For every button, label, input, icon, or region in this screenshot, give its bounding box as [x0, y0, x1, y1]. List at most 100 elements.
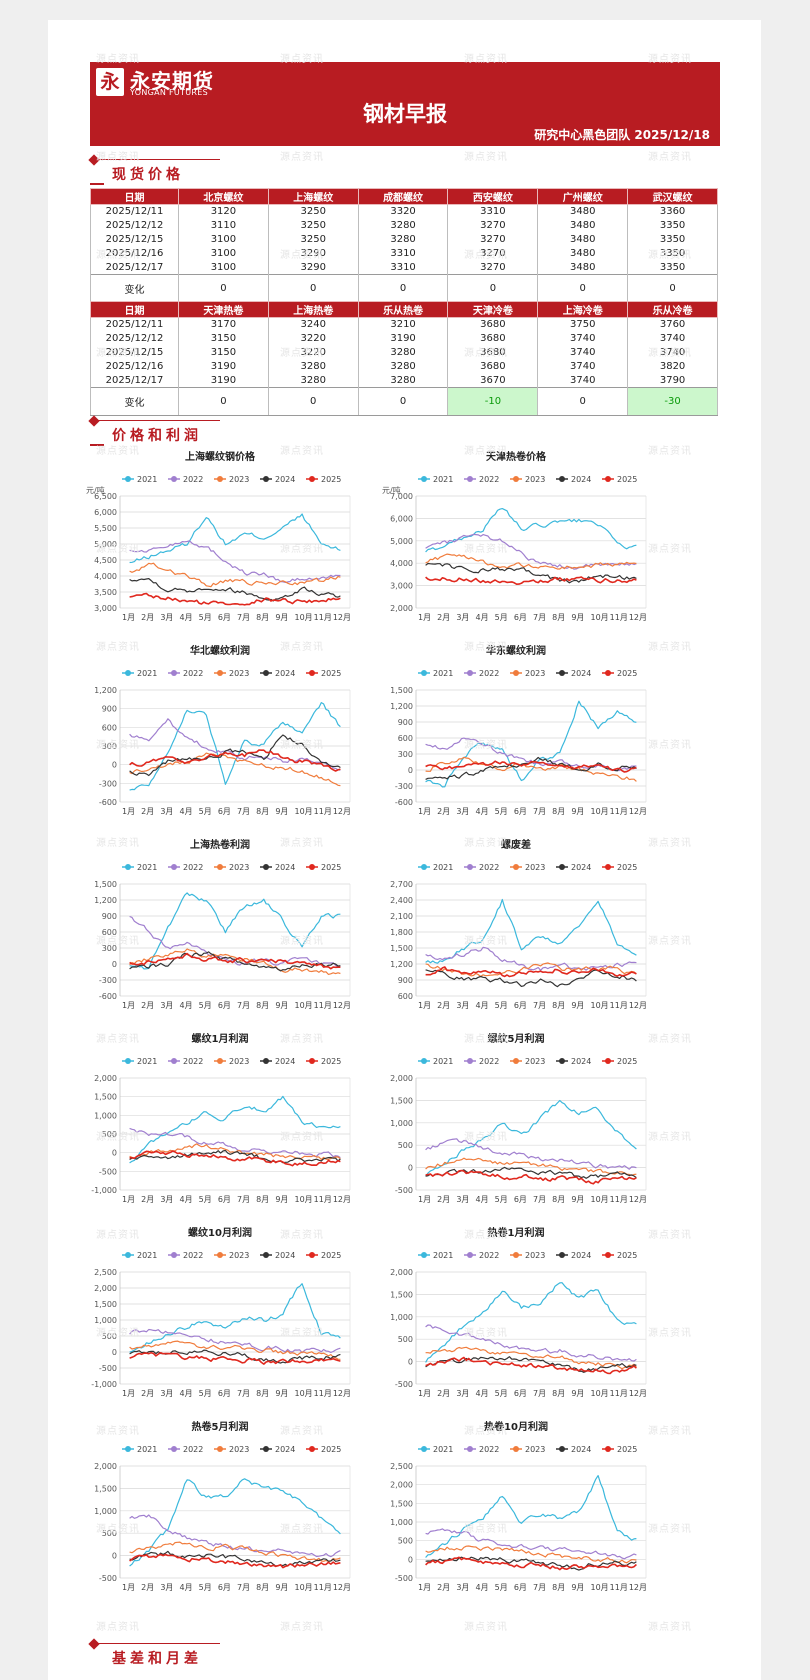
x-tick-label: 8月	[552, 1389, 565, 1398]
price-cell: 3270	[447, 218, 539, 233]
report-page: 永 永安期货 YONGAN FUTURES 钢材早报 研究中心黑色团队 2025…	[48, 20, 761, 1680]
legend-item: 2021	[122, 669, 157, 678]
y-tick-label: 2,000	[390, 1074, 413, 1083]
legend-item: 2024	[260, 1251, 295, 1260]
series-line-2024	[425, 562, 637, 584]
x-tick-label: 10月	[295, 613, 313, 622]
x-tick-label: 8月	[552, 613, 565, 622]
x-tick-label: 7月	[237, 1389, 250, 1398]
x-tick-label: 6月	[514, 1001, 527, 1010]
y-tick-label: 0	[408, 1358, 413, 1367]
chart-title: 热卷5月利润	[192, 1420, 249, 1433]
x-tick-label: 10月	[591, 807, 609, 816]
x-tick-label: 8月	[552, 1583, 565, 1592]
y-tick-label: 1,500	[390, 1096, 413, 1105]
price-cell: 3480	[537, 218, 629, 233]
line-chart: 华北螺纹利润 2021 2022 2023 2024 2025 1,200 900 600 300…	[80, 642, 360, 832]
legend-item: 2023	[510, 1445, 545, 1454]
legend-label: 2025	[321, 863, 341, 872]
legend-label: 2022	[183, 1251, 203, 1260]
x-tick-label: 6月	[218, 1389, 231, 1398]
x-tick-label: 9月	[571, 1583, 584, 1592]
column-header: 成都螺纹	[357, 188, 449, 205]
y-tick-label: 6,500	[94, 492, 117, 501]
price-cell: 3740	[627, 345, 718, 360]
x-tick-label: 10月	[295, 1001, 313, 1010]
chart-svg: 螺废差 2021 2022 2023 2024 2025 2,700 2,400 2,100 1,…	[390, 838, 647, 1010]
series-line-2021	[129, 513, 341, 564]
legend-item: 2025	[306, 669, 341, 678]
price-cell: 3240	[267, 317, 359, 332]
legend-marker	[513, 1058, 519, 1064]
legend-marker	[263, 1446, 269, 1452]
chart-title: 螺纹10月利润	[188, 1226, 252, 1239]
price-cell: 3740	[537, 359, 629, 374]
legend-label: 2023	[229, 863, 249, 872]
price-cell: 3480	[537, 204, 629, 219]
legend-marker	[125, 1058, 131, 1064]
y-tick-label: -300	[99, 779, 117, 788]
x-tick-label: 10月	[591, 1389, 609, 1398]
x-tick-label: 6月	[218, 1001, 231, 1010]
x-tick-label: 4月	[476, 1001, 489, 1010]
price-cell: 3310	[357, 260, 449, 275]
legend-item: 2023	[214, 475, 249, 484]
y-tick-label: 2,000	[390, 604, 413, 613]
legend-item: 2022	[464, 863, 499, 872]
x-tick-label: 9月	[571, 1389, 584, 1398]
x-tick-label: 11月	[314, 613, 332, 622]
section-underline	[90, 444, 104, 446]
change-label: 变化	[90, 387, 179, 416]
price-cell: 3210	[357, 317, 449, 332]
x-tick-label: 12月	[629, 1389, 647, 1398]
x-tick-label: 8月	[256, 1195, 269, 1204]
x-tick-label: 12月	[629, 1001, 647, 1010]
legend-marker	[605, 1058, 611, 1064]
column-header: 上海冷卷	[537, 301, 629, 318]
legend-marker	[125, 864, 131, 870]
price-cell: 3280	[357, 345, 449, 360]
legend-marker	[421, 1446, 427, 1452]
legend-marker	[263, 1058, 269, 1064]
coil-price-table: 日期 天津热卷 上海热卷 乐从热卷 天津冷卷 上海冷卷 乐从冷卷 2025/12/11 317…	[90, 301, 718, 416]
series-line-2021	[425, 700, 637, 788]
legend-marker	[217, 864, 223, 870]
price-cell: 3250	[267, 232, 359, 247]
x-tick-label: 10月	[295, 1583, 313, 1592]
x-tick-label: 5月	[199, 613, 212, 622]
change-label: 变化	[90, 274, 179, 303]
legend-label: 2023	[229, 669, 249, 678]
legend-item: 2022	[168, 475, 203, 484]
y-tick-label: -500	[99, 1167, 117, 1176]
x-tick-label: 3月	[160, 1389, 173, 1398]
legend-item: 2022	[464, 1057, 499, 1066]
x-tick-label: 5月	[199, 1583, 212, 1592]
legend-item: 2023	[510, 475, 545, 484]
x-tick-label: 12月	[333, 807, 351, 816]
chart-svg: 热卷5月利润 2021 2022 2023 2024 2025 2,000 1,500 1,00…	[94, 1420, 351, 1592]
legend-item: 2021	[418, 1445, 453, 1454]
price-cell: 3310	[357, 246, 449, 261]
y-tick-label: 5,000	[390, 537, 413, 546]
y-tick-label: 0	[408, 1555, 413, 1564]
legend-item: 2025	[602, 475, 637, 484]
date-cell: 2025/12/17	[90, 373, 179, 388]
chart-title: 上海螺纹钢价格	[185, 450, 256, 463]
x-tick-label: 11月	[314, 1583, 332, 1592]
x-tick-label: 3月	[456, 1389, 469, 1398]
legend-marker	[513, 476, 519, 482]
column-header: 乐从热卷	[357, 301, 449, 318]
y-tick-label: 900	[102, 912, 117, 921]
price-cell: 3740	[627, 331, 718, 346]
legend-marker	[559, 1446, 565, 1452]
chart-svg: 上海热卷利润 2021 2022 2023 2024 2025 1,500 1,200 900 6…	[94, 838, 351, 1010]
legend-marker	[513, 864, 519, 870]
legend-marker	[559, 670, 565, 676]
x-tick-label: 11月	[314, 1001, 332, 1010]
price-cell: 3190	[357, 331, 449, 346]
legend-label: 2021	[137, 1057, 157, 1066]
x-tick-label: 3月	[456, 1583, 469, 1592]
y-tick-label: 4,000	[94, 572, 117, 581]
series-line-2021	[129, 892, 341, 970]
price-cell: 3310	[447, 204, 539, 219]
